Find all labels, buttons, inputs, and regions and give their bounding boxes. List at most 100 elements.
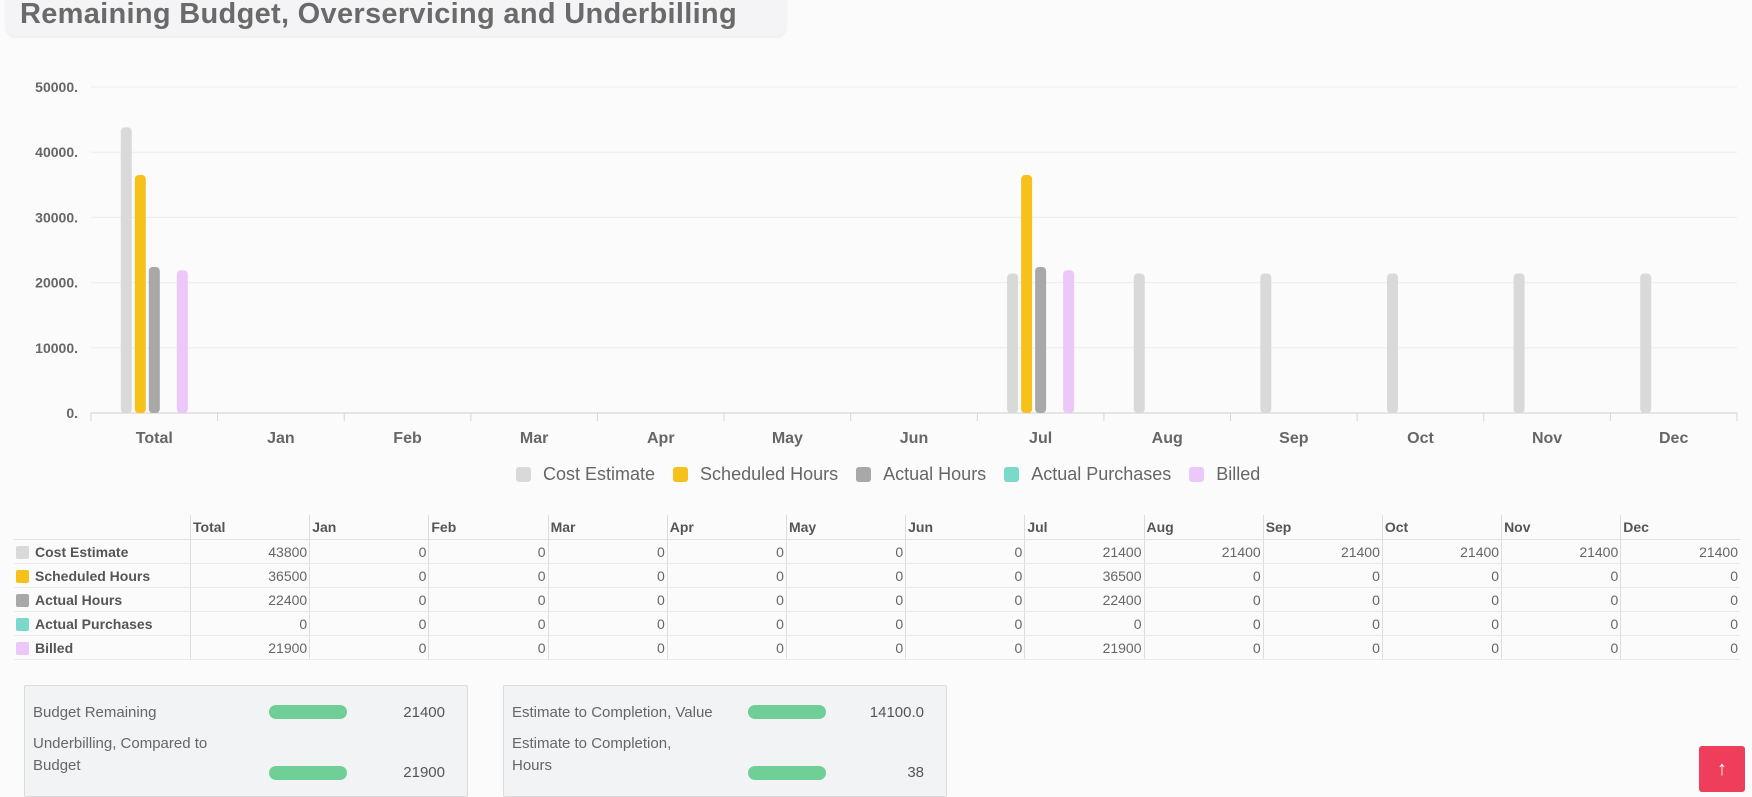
table-header: Total [189, 515, 310, 540]
row-swatch [16, 569, 29, 583]
table-header: Mar [547, 515, 668, 540]
table-cell: 0 [547, 563, 668, 588]
table-corner [14, 515, 191, 540]
table-cell: 0 [547, 635, 668, 660]
table-cell: 0 [1381, 611, 1502, 636]
bar-scheduled-hours [1021, 175, 1033, 413]
row-label: Cost Estimate [14, 539, 191, 564]
row-label: Actual Hours [14, 587, 191, 612]
row-label-text: Actual Hours [35, 591, 123, 608]
bar-cost-estimate [1007, 273, 1019, 413]
legend-swatch [1004, 466, 1020, 482]
row-label: Actual Purchases [14, 611, 191, 636]
x-tick-label: Apr [647, 430, 675, 447]
table-cell: 0 [1501, 563, 1621, 588]
kpi-bar [269, 766, 347, 780]
table-cell: 0 [547, 587, 668, 612]
row-swatch [16, 617, 29, 631]
table-cell: 0 [428, 635, 549, 660]
table-cell: 0 [666, 539, 787, 564]
legend-label: Actual Purchases [1031, 463, 1172, 484]
table-header: Feb [428, 515, 549, 540]
x-tick-label: Dec [1659, 430, 1688, 447]
legend-item[interactable]: Scheduled Hours [673, 464, 838, 485]
table-cell: 0 [1262, 635, 1383, 660]
legend-swatch [856, 466, 872, 482]
table-cell: 0 [309, 587, 429, 612]
bar-cost-estimate [120, 127, 132, 413]
arrow-up-icon: ↑ [1717, 757, 1727, 780]
table-cell: 21400 [1501, 539, 1621, 564]
kpi-card-budget: Budget Remaining 21400 Underbilling, Com… [24, 685, 468, 797]
table-cell: 0 [1381, 587, 1502, 612]
table-cell: 0 [785, 539, 906, 564]
table-cell: 0 [309, 539, 429, 564]
x-tick-label: Jul [1029, 430, 1052, 447]
kpi-label: Underbilling, Compared to Budget [33, 735, 208, 774]
bar-scheduled-hours [134, 175, 146, 413]
table-cell: 0 [1381, 635, 1502, 660]
bar-cost-estimate [1386, 273, 1398, 413]
kpi-label: Estimate to Completion, Hours [512, 735, 672, 774]
x-tick-label: May [772, 430, 803, 447]
kpi-label: Estimate to Completion, Value [512, 704, 713, 721]
legend-item[interactable]: Cost Estimate [516, 464, 655, 485]
table-cell: 21900 [189, 635, 310, 660]
table-cell: 0 [428, 587, 549, 612]
table-cell: 0 [547, 611, 668, 636]
table-cell: 21400 [1381, 539, 1502, 564]
table-cell: 36500 [189, 563, 310, 588]
scroll-to-top-button[interactable]: ↑ [1699, 746, 1745, 792]
table-cell: 21900 [1024, 635, 1144, 660]
table-cell: 0 [905, 635, 1025, 660]
table-cell: 0 [1381, 563, 1502, 588]
legend-swatch [673, 466, 689, 482]
row-label-text: Billed [35, 639, 74, 656]
x-tick-label: Oct [1407, 430, 1434, 447]
x-tick-label: Jun [900, 430, 928, 447]
table-row: Actual Purchases 0 0 0 0 0 0 0 0 0 0 0 0 0 [14, 611, 1740, 636]
table-cell: 0 [309, 611, 429, 636]
legend-item[interactable]: Billed [1189, 464, 1260, 485]
table-cell: 22400 [1024, 587, 1144, 612]
legend-item[interactable]: Actual Hours [856, 464, 986, 485]
table-cell: 21400 [1262, 539, 1383, 564]
table-cell: 0 [666, 587, 787, 612]
table-cell: 21400 [1143, 539, 1264, 564]
table-header: Oct [1381, 515, 1502, 540]
bar-billed [176, 270, 188, 413]
table-cell: 0 [905, 611, 1025, 636]
table-cell: 0 [1501, 611, 1621, 636]
table-cell: 0 [1024, 611, 1144, 636]
x-tick-label: Total [136, 430, 173, 447]
table-cell: 0 [309, 635, 429, 660]
kpi-value: 21900 [403, 764, 445, 781]
y-tick-label: 50000. [35, 79, 78, 95]
table-header: Jan [309, 515, 429, 540]
row-label: Billed [14, 635, 191, 660]
table-cell: 0 [1143, 563, 1264, 588]
row-label-text: Scheduled Hours [35, 567, 151, 584]
table-cell: 43800 [189, 539, 310, 564]
kpi-card-estimate: Estimate to Completion, Value 14100.0 Es… [503, 685, 947, 797]
bar-cost-estimate [1513, 273, 1525, 413]
legend-label: Cost Estimate [543, 463, 656, 484]
kpi-value: 21400 [403, 704, 445, 721]
table-cell: 0 [428, 611, 549, 636]
table-cell: 0 [1620, 635, 1740, 660]
row-swatch [16, 641, 29, 655]
table-cell: 0 [1143, 611, 1264, 636]
table-cell: 0 [785, 563, 906, 588]
row-swatch [16, 545, 29, 559]
table-cell: 0 [1620, 611, 1740, 636]
legend-item[interactable]: Actual Purchases [1004, 464, 1171, 485]
bar-billed [1063, 270, 1075, 413]
table-cell: 0 [189, 611, 310, 636]
table-cell: 0 [785, 635, 906, 660]
legend-label: Actual Hours [883, 463, 987, 484]
x-tick-label: Aug [1152, 430, 1183, 447]
bar-cost-estimate [1640, 273, 1652, 413]
table-row: Actual Hours 22400 0 0 0 0 0 0 22400 0 0 0 0 0 [14, 587, 1740, 612]
table-row: Billed 21900 0 0 0 0 0 0 21900 0 0 0 0 0 [14, 635, 1740, 660]
title-card: Remaining Budget, Overservicing and Unde… [6, 0, 786, 36]
